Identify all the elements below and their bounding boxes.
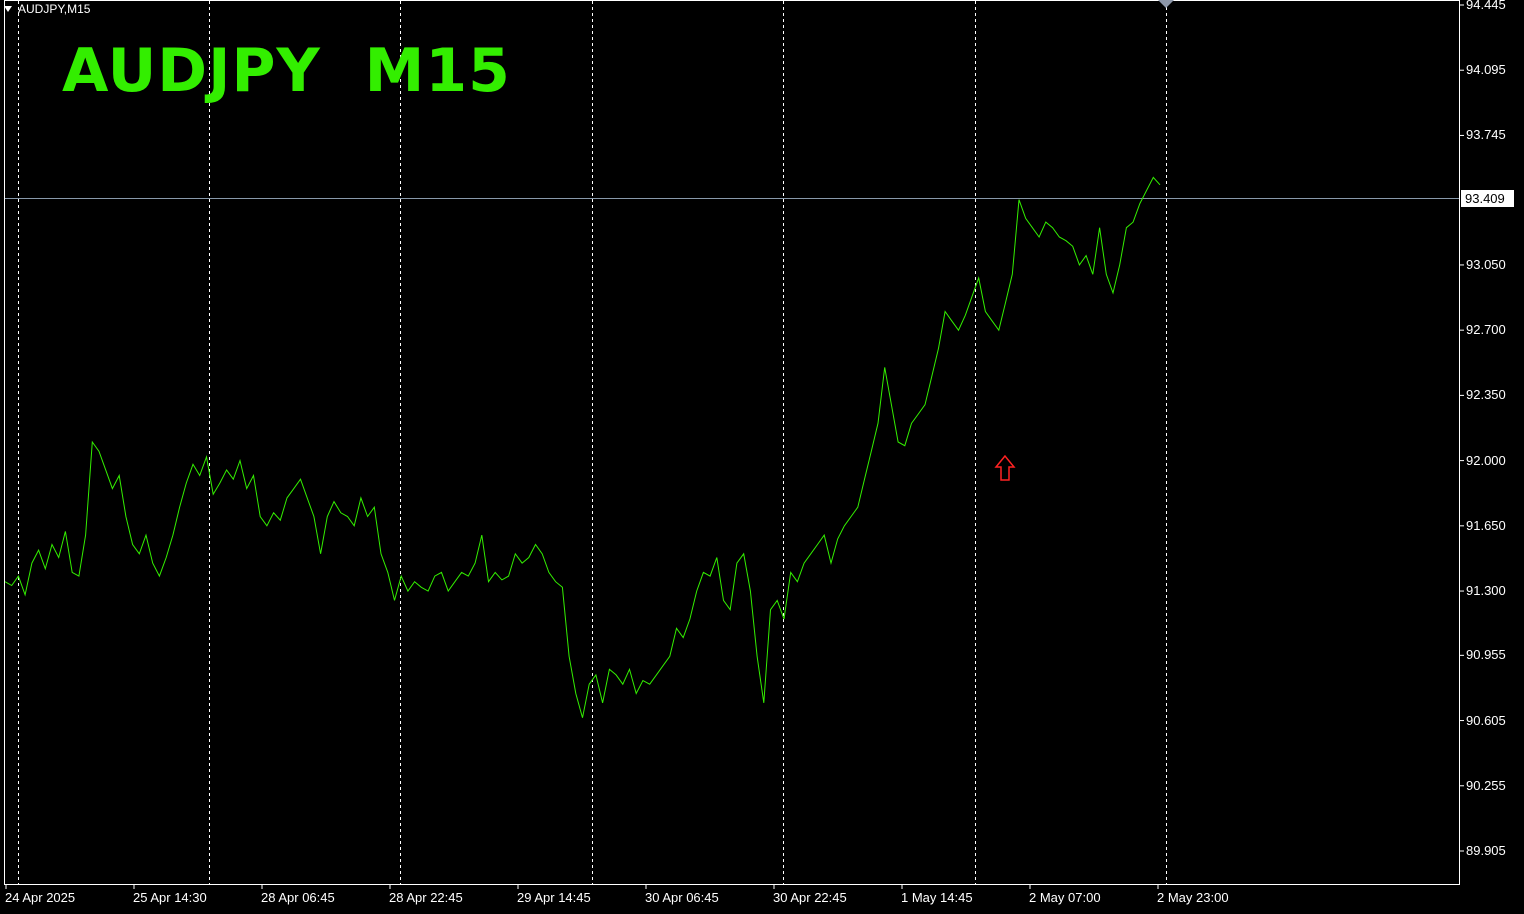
current-price-label: 93.409 <box>1461 190 1514 207</box>
x-axis-ticks <box>5 884 1159 889</box>
y-axis-ticks <box>1460 4 1464 852</box>
x-tick-label: 25 Apr 14:30 <box>133 890 207 905</box>
chart-frame <box>4 0 1460 885</box>
y-tick-label: 94.445 <box>1466 0 1506 12</box>
buy-arrow-icon <box>994 454 1016 481</box>
x-tick-label: 29 Apr 14:45 <box>517 890 591 905</box>
y-tick-label: 90.255 <box>1466 777 1506 793</box>
x-tick-label: 24 Apr 2025 <box>5 890 76 905</box>
y-tick-label: 94.095 <box>1466 62 1506 78</box>
x-tick-label: 2 May 07:00 <box>1029 890 1101 905</box>
y-tick-label: 92.700 <box>1466 322 1506 338</box>
shift-marker-icon[interactable] <box>1158 0 1174 8</box>
y-tick-label: 93.745 <box>1466 127 1506 143</box>
chart-header: AUDJPY,M15 <box>4 2 90 16</box>
symbol-label: AUDJPY,M15 <box>18 2 91 16</box>
x-tick-label: 28 Apr 06:45 <box>261 890 335 905</box>
y-tick-label: 89.905 <box>1466 843 1506 858</box>
y-tick-label: 92.350 <box>1466 387 1506 403</box>
y-tick-label: 91.300 <box>1466 583 1506 599</box>
y-tick-label: 92.000 <box>1466 452 1506 468</box>
price-series-line <box>4 176 1161 718</box>
y-tick-label: 93.050 <box>1466 256 1506 272</box>
y-tick-label: 91.650 <box>1466 517 1506 533</box>
x-tick-label: 2 May 23:00 <box>1157 890 1229 905</box>
dropdown-triangle-icon[interactable] <box>4 6 12 12</box>
x-tick-label: 30 Apr 22:45 <box>773 890 847 905</box>
x-tick-label: 1 May 14:45 <box>901 890 973 905</box>
overlay-title: AUDJPY M15 <box>62 36 511 106</box>
x-tick-label: 28 Apr 22:45 <box>389 890 463 905</box>
y-tick-label: 90.605 <box>1466 712 1506 728</box>
x-tick-label: 30 Apr 06:45 <box>645 890 719 905</box>
y-tick-label: 90.955 <box>1466 647 1506 663</box>
